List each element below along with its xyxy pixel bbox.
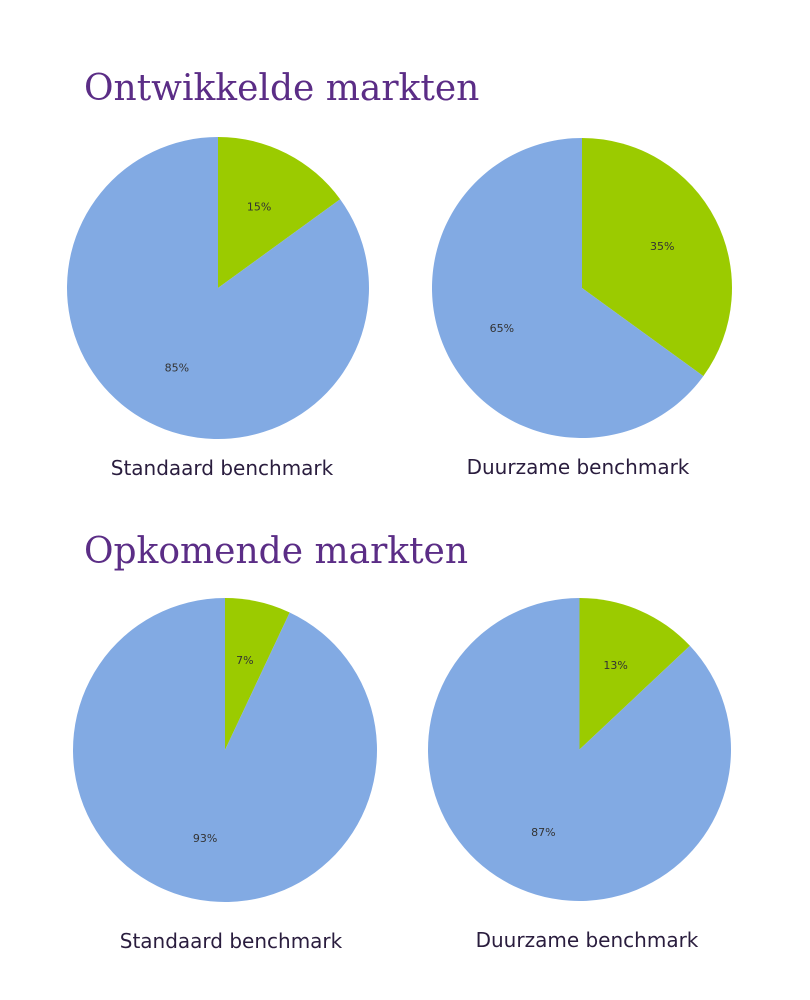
pie-label-emerging-sustainable-other: 87%: [531, 826, 555, 839]
pie-label-developed-standard-other: 85%: [165, 362, 189, 375]
pie-slice-emerging-standard-sustainable: [225, 598, 290, 750]
pie-chart-developed-sustainable: 35% 65%: [431, 138, 732, 438]
section-title-developed-markets: Ontwikkelde markten: [84, 68, 480, 109]
chart-caption-emerging-standard: Standaard benchmark: [119, 929, 343, 953]
chart-caption-developed-standard: Standaard benchmark: [110, 456, 334, 480]
pie-label-emerging-standard-other: 93%: [193, 832, 217, 845]
pie-slice-emerging-sustainable-sustainable: [579, 598, 690, 750]
pie-label-developed-sustainable-sustainable: 35%: [650, 240, 674, 253]
pie-label-developed-standard-sustainable: 15%: [247, 200, 271, 213]
pie-slice-developed-standard-other: [66, 137, 369, 439]
chart-caption-developed-sustainable: Duurzame benchmark: [466, 455, 690, 479]
section-title-emerging-markets: Opkomende markten: [84, 531, 469, 572]
pie-chart-developed-standard: 15% 85%: [66, 137, 369, 439]
pie-label-emerging-sustainable-sustainable: 13%: [603, 659, 627, 672]
pie-slice-developed-sustainable-other: [431, 138, 704, 438]
pie-label-developed-sustainable-other: 65%: [490, 322, 514, 335]
pie-label-emerging-standard-sustainable: 7%: [236, 654, 253, 667]
pie-slice-developed-standard-sustainable: [218, 137, 341, 288]
chart-caption-emerging-sustainable: Duurzame benchmark: [475, 928, 699, 952]
pie-chart-emerging-sustainable: 13% 87%: [428, 598, 731, 901]
pie-slice-developed-sustainable-sustainable: [582, 138, 732, 377]
pie-slice-emerging-sustainable-other: [428, 598, 731, 901]
pie-slice-emerging-standard-other: [72, 598, 377, 902]
pie-chart-emerging-standard: 7% 93%: [72, 598, 377, 902]
